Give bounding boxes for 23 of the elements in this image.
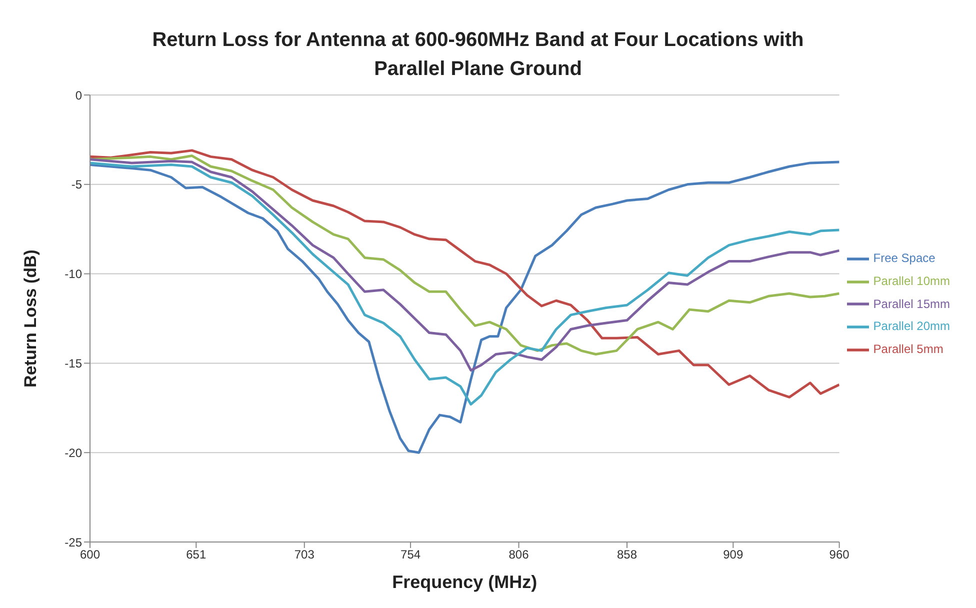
y-tick-label: -10 [64,267,82,282]
line-series [90,160,840,454]
y-tick-label: -25 [64,535,82,550]
legend-label: Parallel 15mm [873,296,950,311]
y-tick-label: -15 [64,356,82,370]
chart-title: Return Loss for Antenna at 600-960MHz Band at Four Locations with Parallel Plane Ground [151,28,805,82]
x-tick-label: 960 [829,548,850,562]
x-tick-label: 858 [616,548,638,562]
x-tick-label: 754 [400,548,421,562]
x-tick-label: 806 [508,548,530,562]
y-tick-label: 0 [75,88,82,102]
y-axis-title: Return Loss (dB) [21,250,40,388]
x-tick-label: 703 [294,548,315,562]
legend-label: Parallel 5mm [873,342,944,356]
legend-label: Free Space [873,250,936,265]
x-tick-label: 651 [186,548,206,562]
x-tick-label: 600 [80,548,100,562]
legend-label: Parallel 20mm [873,319,950,334]
legend-label: Parallel 10mm [873,274,950,288]
x-axis-title: Frequency (MHz) [392,572,538,592]
y-tick-label: -5 [71,178,82,192]
y-tick-label: -20 [64,446,82,460]
x-tick-label: 909 [723,548,744,562]
